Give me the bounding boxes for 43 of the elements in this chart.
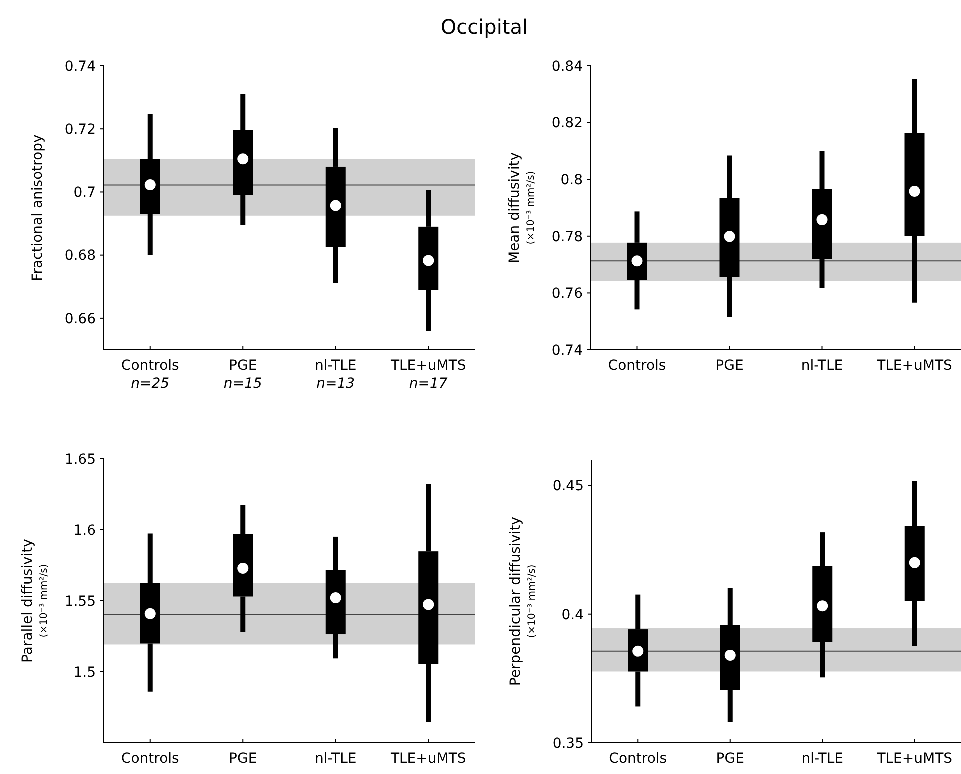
text: n=15 — [224, 376, 262, 392]
y-tick-label: 1.5 — [74, 664, 96, 681]
x-tick-label: Controls — [609, 751, 668, 767]
chart-title: Occipital — [440, 15, 528, 39]
x-tick-label: PGE — [716, 358, 744, 374]
x-tick-label: TLE+uMTS — [390, 358, 466, 374]
y-tick-label: 0.72 — [64, 122, 96, 138]
x-tick-label: Controls — [121, 751, 180, 767]
y-tick-label: 0.4 — [562, 607, 584, 624]
y-tick-label: 0.78 — [552, 229, 583, 246]
x-tick-label: PGE — [229, 358, 258, 374]
y-tick-label: 0.35 — [552, 736, 584, 752]
y-axis-title: Fractional anisotropy — [30, 134, 46, 282]
text: n=17 — [409, 376, 448, 392]
y-tick-label: 0.68 — [64, 248, 96, 264]
y-axis-title: Parallel diffusivity (×10⁻³ mm²/s) — [20, 539, 50, 663]
y-axis-title: Perpendicular diffusivity (×10⁻³ mm²/s) — [508, 516, 538, 686]
x-tick-label: nl-TLE — [315, 751, 357, 767]
y-tick-label: 0.66 — [64, 311, 96, 328]
x-tick-label: nl-TLE — [801, 358, 844, 374]
y-tick-label: 0.76 — [552, 286, 584, 302]
text: n=25 — [131, 376, 170, 392]
x-tick-label: Controls — [121, 358, 180, 374]
x-tick-label: TLE+uMTS — [390, 751, 466, 767]
y-tick-label: 0.74 — [552, 342, 584, 359]
y-tick-label: 0.45 — [552, 478, 584, 495]
y-tick-label: 1.6 — [74, 522, 96, 539]
y-tick-label: 1.55 — [64, 594, 96, 610]
y-tick-label: 0.84 — [552, 58, 584, 75]
x-tick-label: TLE+uMTS — [876, 358, 953, 374]
y-tick-label: 1.65 — [64, 452, 96, 468]
x-tick-label: PGE — [229, 751, 258, 767]
y-tick-label: 0.74 — [64, 58, 96, 75]
x-tick-label: nl-TLE — [802, 751, 844, 767]
x-tick-label: PGE — [716, 751, 744, 767]
y-tick-label: 0.7 — [74, 185, 96, 202]
y-tick-label: 0.8 — [560, 172, 583, 188]
y-tick-label: 0.82 — [552, 116, 583, 132]
x-tick-label: TLE+uMTS — [876, 751, 953, 767]
text: n=13 — [316, 376, 356, 392]
x-tick-label: Controls — [608, 358, 666, 374]
x-tick-label: nl-TLE — [315, 358, 357, 374]
y-axis-title: Mean diffusivity (×10⁻³ mm²/s) — [507, 152, 537, 264]
